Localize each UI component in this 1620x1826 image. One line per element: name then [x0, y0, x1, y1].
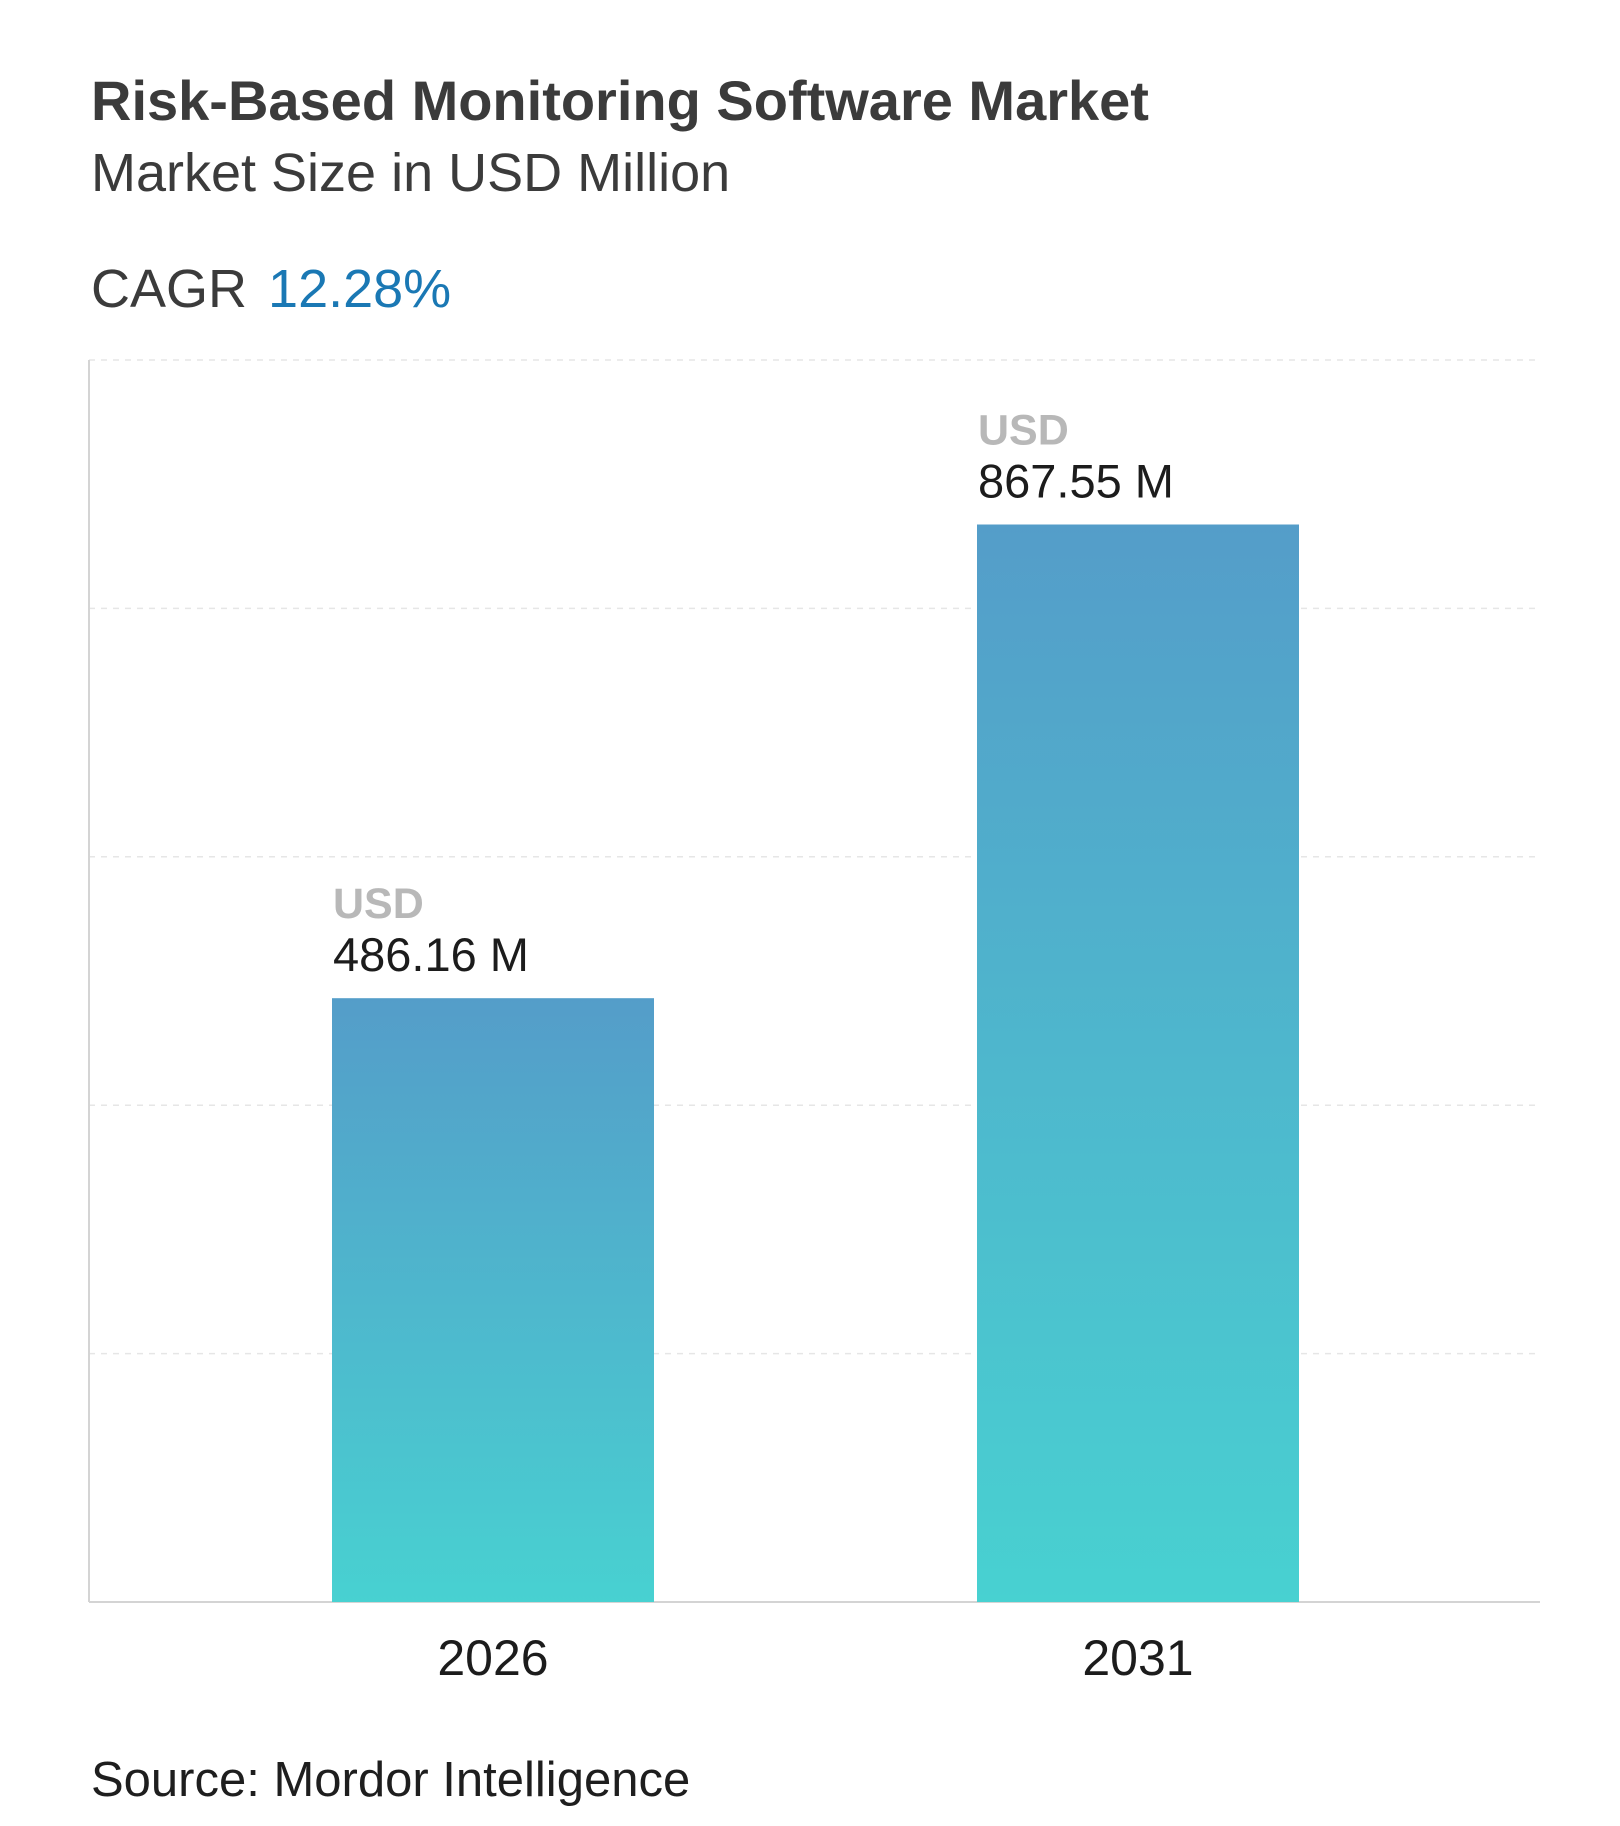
cagr-value: 12.28% — [268, 259, 452, 319]
bar-2026 — [332, 998, 654, 1602]
bar-value-label: 486.16 M — [333, 928, 529, 981]
cagr-label: CAGR — [91, 259, 248, 319]
bar-value-label: 867.55 M — [978, 455, 1174, 508]
bar-2031 — [977, 524, 1299, 1602]
cagr-line: CAGR 12.28% — [91, 258, 451, 320]
chart-title: Risk-Based Monitoring Software Market — [91, 69, 1149, 132]
bar-unit-label: USD — [333, 880, 424, 928]
chart-subtitle: Market Size in USD Million — [91, 143, 731, 203]
x-tick-label: 2031 — [1082, 1630, 1193, 1686]
x-tick-label: 2026 — [437, 1630, 548, 1686]
bar-unit-label: USD — [978, 407, 1069, 455]
source-note: Source: Mordor Intelligence — [91, 1753, 691, 1807]
